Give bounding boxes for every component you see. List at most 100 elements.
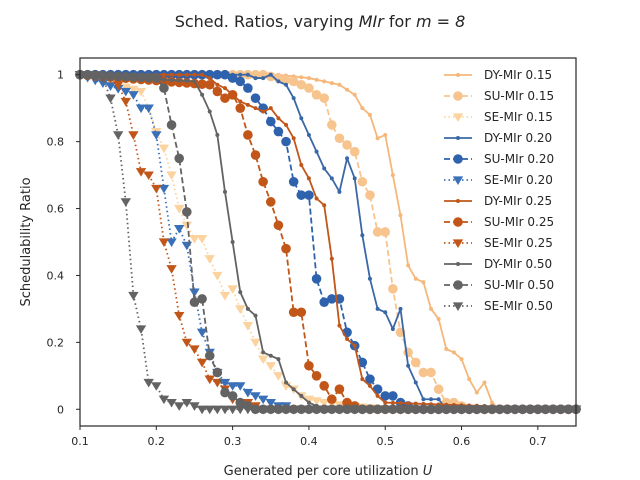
legend-label: DY-MIr 0.25 bbox=[484, 194, 552, 208]
data-point bbox=[268, 72, 273, 77]
data-point bbox=[204, 79, 215, 90]
data-point bbox=[113, 71, 123, 82]
data-point bbox=[299, 163, 304, 168]
data-point bbox=[258, 176, 268, 187]
data-point bbox=[166, 120, 177, 130]
data-point bbox=[502, 405, 513, 415]
x-tick-label: 0.5 bbox=[376, 435, 394, 448]
data-point bbox=[227, 73, 238, 83]
data-point bbox=[243, 130, 253, 140]
legend-marker bbox=[453, 217, 463, 227]
data-point bbox=[341, 405, 353, 415]
legend-label: SU-MIr 0.50 bbox=[484, 278, 554, 292]
y-axis: 0 0.2 0.4 0.6 0.8 1 bbox=[47, 69, 80, 416]
data-point bbox=[182, 207, 192, 217]
data-point bbox=[433, 384, 444, 395]
x-axis-label: Generated per core utilization U bbox=[224, 464, 433, 479]
data-point bbox=[334, 133, 345, 144]
data-point bbox=[304, 190, 314, 200]
data-point bbox=[563, 405, 574, 415]
data-point bbox=[212, 405, 223, 415]
data-point bbox=[342, 140, 352, 150]
data-point bbox=[395, 405, 406, 415]
legend-marker bbox=[456, 262, 460, 266]
data-point bbox=[304, 360, 314, 371]
data-point bbox=[306, 176, 311, 181]
data-point bbox=[387, 405, 399, 415]
data-point bbox=[230, 240, 235, 244]
data-point bbox=[314, 149, 319, 154]
legend-marker bbox=[453, 91, 463, 101]
data-point bbox=[281, 136, 291, 147]
data-point bbox=[403, 347, 413, 358]
data-point bbox=[166, 238, 177, 247]
data-point bbox=[181, 398, 193, 408]
data-point bbox=[250, 338, 261, 348]
data-point bbox=[136, 72, 146, 83]
data-point bbox=[429, 306, 434, 311]
data-point bbox=[265, 197, 276, 207]
data-point bbox=[169, 78, 174, 83]
data-point bbox=[268, 106, 273, 111]
legend-marker bbox=[453, 154, 463, 164]
data-point bbox=[327, 394, 337, 405]
data-point bbox=[243, 83, 253, 93]
data-point bbox=[265, 405, 276, 415]
data-point bbox=[90, 71, 101, 80]
y-tick-label: 0.4 bbox=[47, 269, 65, 282]
data-point bbox=[390, 173, 395, 178]
data-point bbox=[410, 405, 421, 415]
data-point bbox=[128, 291, 139, 301]
data-point bbox=[245, 306, 250, 311]
data-point bbox=[398, 306, 403, 311]
data-point bbox=[322, 166, 327, 171]
data-point bbox=[181, 221, 193, 231]
data-point bbox=[189, 235, 200, 244]
x-axis: 0.1 0.2 0.3 0.4 0.5 0.6 0.7 bbox=[71, 426, 547, 448]
legend-marker bbox=[452, 113, 464, 122]
data-point bbox=[296, 307, 307, 318]
data-point bbox=[174, 311, 185, 321]
data-point bbox=[261, 109, 266, 114]
data-point bbox=[245, 102, 250, 107]
data-point bbox=[253, 76, 258, 81]
data-point bbox=[357, 405, 368, 415]
data-point bbox=[242, 388, 254, 398]
data-point bbox=[177, 72, 182, 77]
data-point bbox=[288, 76, 299, 87]
data-point bbox=[311, 405, 322, 415]
data-point bbox=[490, 400, 495, 405]
data-point bbox=[326, 405, 338, 415]
data-point bbox=[360, 377, 365, 382]
data-point bbox=[345, 87, 350, 92]
legend-item: SE-MIr 0.15 bbox=[444, 110, 553, 124]
data-point bbox=[207, 76, 212, 81]
data-point bbox=[207, 109, 212, 114]
data-point bbox=[402, 405, 414, 415]
data-point bbox=[383, 132, 388, 137]
data-point bbox=[311, 90, 322, 100]
data-point bbox=[319, 381, 329, 391]
data-point bbox=[352, 176, 357, 181]
data-point bbox=[242, 405, 254, 415]
data-point bbox=[177, 78, 182, 83]
data-point bbox=[200, 92, 205, 97]
data-point bbox=[322, 79, 327, 84]
data-point bbox=[174, 402, 185, 411]
data-point bbox=[238, 290, 243, 295]
data-point bbox=[158, 238, 170, 247]
data-point bbox=[380, 227, 391, 237]
data-point bbox=[235, 397, 246, 408]
data-point bbox=[364, 405, 376, 415]
data-point bbox=[357, 176, 368, 187]
data-point bbox=[288, 405, 299, 415]
data-point bbox=[196, 328, 208, 338]
data-point bbox=[426, 367, 436, 378]
legend-item: DY-MIr 0.50 bbox=[444, 257, 552, 271]
data-point bbox=[227, 382, 238, 391]
data-point bbox=[319, 93, 329, 103]
data-point bbox=[276, 79, 281, 84]
legend-marker bbox=[456, 199, 460, 203]
data-point bbox=[128, 91, 139, 100]
